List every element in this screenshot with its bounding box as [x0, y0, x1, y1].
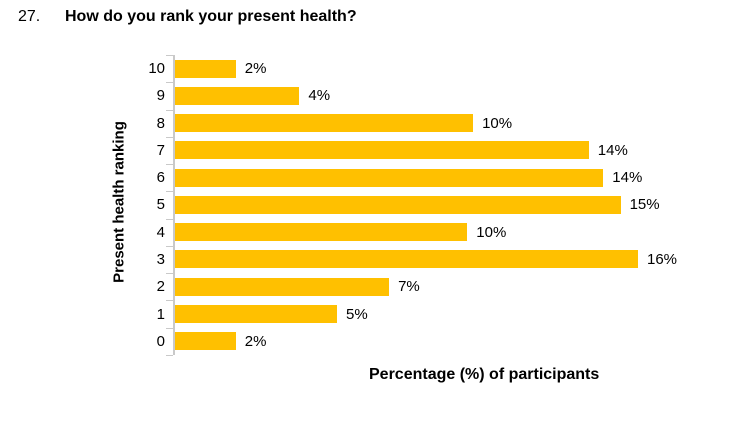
bar-track: 2% [173, 327, 713, 355]
bar-track: 10% [173, 218, 713, 246]
y-tick-label: 7 [156, 141, 165, 159]
bar-track: 14% [173, 164, 713, 192]
y-tick-label: 8 [156, 114, 165, 132]
bar-value-label: 2% [244, 332, 267, 350]
bar [175, 277, 390, 296]
bar-row: 9 4% [133, 82, 713, 110]
bar-value-label: 14% [597, 141, 628, 159]
bar-row: 7 14% [133, 136, 713, 165]
axis-tick-mark [166, 300, 173, 302]
bar-track: 2% [173, 55, 713, 83]
bar [175, 141, 589, 160]
bar-value-label: 14% [612, 169, 643, 187]
bar [175, 250, 638, 269]
axis-tick-mark [166, 245, 173, 247]
y-tick-label: 5 [156, 196, 165, 214]
y-axis-title: Present health ranking [110, 121, 128, 283]
y-tick-label: 0 [156, 332, 165, 350]
bar-track: 7% [173, 273, 713, 301]
axis-tick-mark [166, 191, 173, 193]
axis-tick-mark [166, 273, 173, 275]
bar-value-label: 2% [244, 60, 267, 78]
bar-track: 15% [173, 191, 713, 219]
bar-value-label: 10% [476, 223, 507, 241]
y-tick-label: 4 [156, 223, 165, 241]
axis-ticks [166, 55, 173, 356]
y-tick-label: 6 [156, 169, 165, 187]
y-tick-label: 10 [148, 60, 165, 78]
bar-row: 8 10% [133, 109, 713, 137]
bar-track: 10% [173, 109, 713, 137]
axis-tick-mark [166, 164, 173, 166]
bar-track: 5% [173, 300, 713, 328]
axis-tick-mark [166, 218, 173, 220]
bar-row: 6 14% [133, 164, 713, 192]
bar [175, 86, 300, 105]
bar [175, 195, 621, 214]
bar-row: 5 15% [133, 191, 713, 219]
bar-track: 14% [173, 136, 713, 165]
axis-tick-mark [166, 355, 173, 356]
axis-tick-mark [166, 136, 173, 138]
question-text: How do you rank your present health? [65, 8, 357, 25]
bar-row: 4 10% [133, 218, 713, 246]
bar-value-label: 16% [647, 250, 678, 268]
question-number: 27. [18, 8, 41, 25]
bar [175, 223, 468, 242]
bar-value-label: 4% [308, 87, 331, 105]
bar [175, 332, 236, 351]
bar [175, 59, 236, 78]
bar-row: 3 16% [133, 245, 713, 274]
bar-track: 4% [173, 82, 713, 110]
bar-value-label: 7% [398, 278, 420, 296]
y-tick-label: 3 [156, 250, 165, 268]
bar-chart: 10 2% 9 4% 8 10% 7 14% 6 14% 5 15% 4 10% 3 16% 2 7% 1 5% 0 2% [133, 55, 713, 355]
bar-value-label: 5% [346, 305, 368, 323]
y-tick-label: 2 [156, 278, 165, 296]
y-tick-label: 1 [156, 305, 165, 323]
axis-tick-mark [166, 327, 173, 329]
bar-row: 10 2% [133, 55, 713, 83]
bar-row: 1 5% [133, 300, 713, 328]
x-axis-title: Percentage (%) of participants [369, 366, 600, 383]
y-tick-label: 9 [156, 87, 165, 105]
axis-tick-mark [166, 109, 173, 111]
axis-tick-mark [166, 55, 173, 56]
bar [175, 168, 604, 187]
bar [175, 305, 337, 324]
axis-tick-mark [166, 82, 173, 84]
bar-value-label: 15% [629, 196, 660, 214]
bar [175, 114, 474, 133]
bar-row: 2 7% [133, 273, 713, 301]
question-title: 27. How do you rank your present health? [18, 7, 357, 26]
bar-value-label: 10% [482, 114, 513, 132]
bar-track: 16% [173, 245, 713, 274]
bar-row: 0 2% [133, 327, 713, 355]
